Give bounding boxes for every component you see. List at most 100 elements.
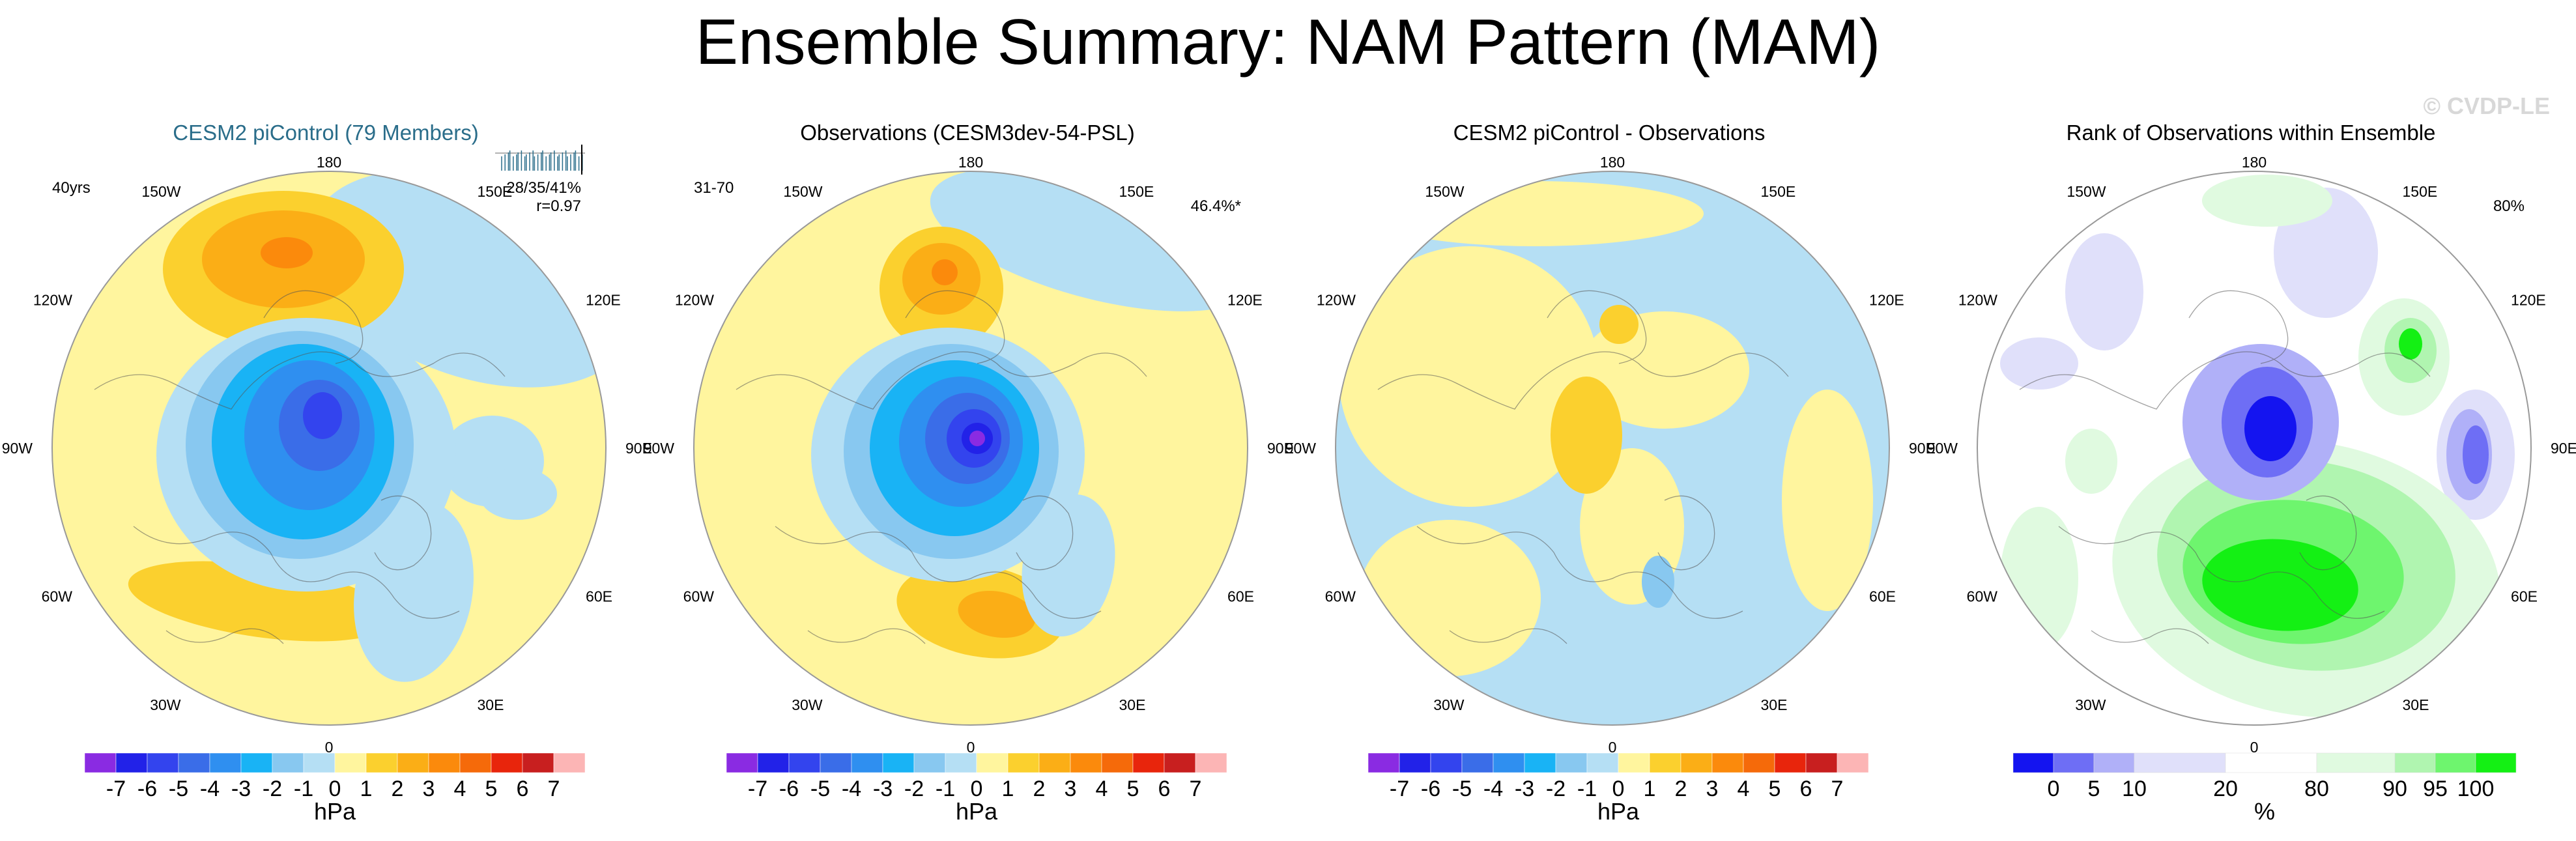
lon-label: 90W	[644, 440, 675, 457]
contour-level	[2244, 396, 2297, 461]
colorbar-tick-label: 3	[1065, 777, 1077, 801]
colorbar-swatch	[757, 752, 790, 773]
colorbar-swatch	[1493, 752, 1525, 773]
colorbar-tick-label: 6	[1800, 777, 1812, 801]
colorbar-swatch	[1399, 752, 1431, 773]
coastline	[1657, 495, 1715, 571]
colorbar-tick-label: 5	[1127, 777, 1139, 801]
colorbar-tick-label: 5	[485, 777, 498, 801]
colorbar-unit: hPa	[956, 798, 998, 825]
lon-label: 30E	[1761, 696, 1788, 713]
lon-label: 30W	[150, 696, 181, 713]
colorbar-swatch	[1837, 752, 1869, 773]
contour-level	[2065, 429, 2117, 494]
lon-label: 180	[958, 154, 983, 171]
lon-label: 120E	[586, 292, 621, 309]
contour-level	[2463, 425, 2489, 484]
colorbar-tick-label: 10	[2122, 777, 2147, 801]
contour-level	[958, 590, 1036, 638]
coastline	[1416, 526, 1743, 619]
colorbar-swatch	[115, 752, 148, 773]
colorbar-unit: hPa	[1597, 798, 1640, 825]
lon-label: 60E	[1227, 588, 1254, 605]
contour-level	[930, 171, 1248, 311]
colorbar-unit: hPa	[314, 798, 356, 825]
coastline	[2188, 290, 2289, 364]
colorbar-swatch	[1774, 752, 1807, 773]
colorbar-swatch	[1070, 752, 1102, 773]
colorbar-swatch	[1680, 752, 1713, 773]
colorbar-tick-label: 1	[1644, 777, 1656, 801]
contour-level	[1365, 181, 1704, 246]
lon-label: 120E	[2511, 292, 2546, 309]
colorbar-swatch	[1586, 752, 1619, 773]
contour-level	[1358, 520, 1541, 676]
colorbar-tick-label: 2	[1675, 777, 1687, 801]
contour-level	[303, 392, 342, 439]
stat-correlation: r=0.97	[536, 197, 581, 215]
contour-level	[932, 259, 958, 285]
lon-label: 60E	[1869, 588, 1896, 605]
lon-label: 30W	[1433, 696, 1465, 713]
colorbar-tick-label: 2	[392, 777, 404, 801]
colorbar-tick-label: 3	[423, 777, 435, 801]
coastline	[94, 351, 506, 410]
colorbar-unit: %	[2254, 798, 2275, 825]
lon-label: 150E	[478, 183, 513, 200]
contour-level	[354, 501, 474, 682]
colorbar: -7 -6 -5 -4 -3 -2 -1 0 1 2 3 4 5 6 7 hPa	[726, 752, 1227, 825]
colorbar-tick-label: -6	[137, 777, 157, 801]
colorbar-swatch	[976, 752, 1009, 773]
colorbar-swatch	[147, 752, 179, 773]
coastline	[2299, 495, 2357, 571]
contour-level	[2000, 507, 2078, 650]
colorbar-tick-label: 4	[454, 777, 466, 801]
colorbar-tick-label: -7	[748, 777, 767, 801]
panel-title: Observations (CESM3dev-54-PSL)	[800, 121, 1135, 145]
colorbar-tick-label: 4	[1738, 777, 1750, 801]
panel-title: CESM2 piControl - Observations	[1453, 121, 1766, 145]
coastline	[2058, 526, 2385, 619]
colorbar-tick-label: -6	[779, 777, 799, 801]
lon-label: 0	[325, 739, 334, 756]
colorbar-swatch	[1618, 752, 1650, 773]
lon-label: 60E	[2511, 588, 2538, 605]
coastline	[374, 495, 432, 571]
panel-difference: CESM2 piControl - Observations 180 150E 12…	[1283, 0, 1935, 841]
field-layer	[1336, 171, 1889, 725]
colorbar-tick-label: 5	[1769, 777, 1781, 801]
colorbar-tick-label: 0	[1612, 777, 1625, 801]
colorbar-swatch	[1805, 752, 1838, 773]
colorbar-tick-label: 0	[2048, 777, 2060, 801]
lon-label: 120E	[1869, 292, 1904, 309]
colorbar-swatch	[397, 752, 429, 773]
coastlines	[94, 290, 506, 644]
panel-observations: Observations (CESM3dev-54-PSL) 180 150E 12…	[642, 0, 1293, 841]
lon-label: 90E	[2551, 440, 2576, 457]
contour-level	[1599, 305, 1639, 344]
polar-map: 180150E120E90E60E30E030W60W90W120W150W40…	[2, 145, 651, 825]
colorbar-swatch	[882, 752, 915, 773]
colorbar-swatch	[945, 752, 977, 773]
lon-label: 60W	[1325, 588, 1356, 605]
colorbar-tick-label: 100	[2457, 777, 2495, 801]
panel-ensemble: CESM2 piControl (79 Members) 180 150E 120E…	[0, 0, 651, 841]
contour-level	[261, 237, 313, 268]
contour-level	[2202, 539, 2358, 631]
lon-label: 120W	[33, 292, 72, 309]
colorbar-tick-label: 20	[2213, 777, 2238, 801]
contour-level	[1782, 390, 1873, 611]
lon-label: 60W	[1967, 588, 1998, 605]
map-border	[693, 171, 1248, 726]
coastline	[775, 526, 1102, 619]
panel-title: Rank of Observations within Ensemble	[2066, 121, 2436, 145]
colorbar-tick-label: -4	[1483, 777, 1503, 801]
contour-level	[2202, 175, 2332, 227]
colorbar-swatch	[553, 752, 586, 773]
colorbar-swatch	[491, 752, 523, 773]
colorbar-swatch	[1101, 752, 1134, 773]
colorbar-tick-label: -1	[1577, 777, 1597, 801]
colorbar-swatch	[1367, 752, 1400, 773]
lon-label: 180	[1600, 154, 1625, 171]
colorbar-tick-label: 1	[360, 777, 373, 801]
